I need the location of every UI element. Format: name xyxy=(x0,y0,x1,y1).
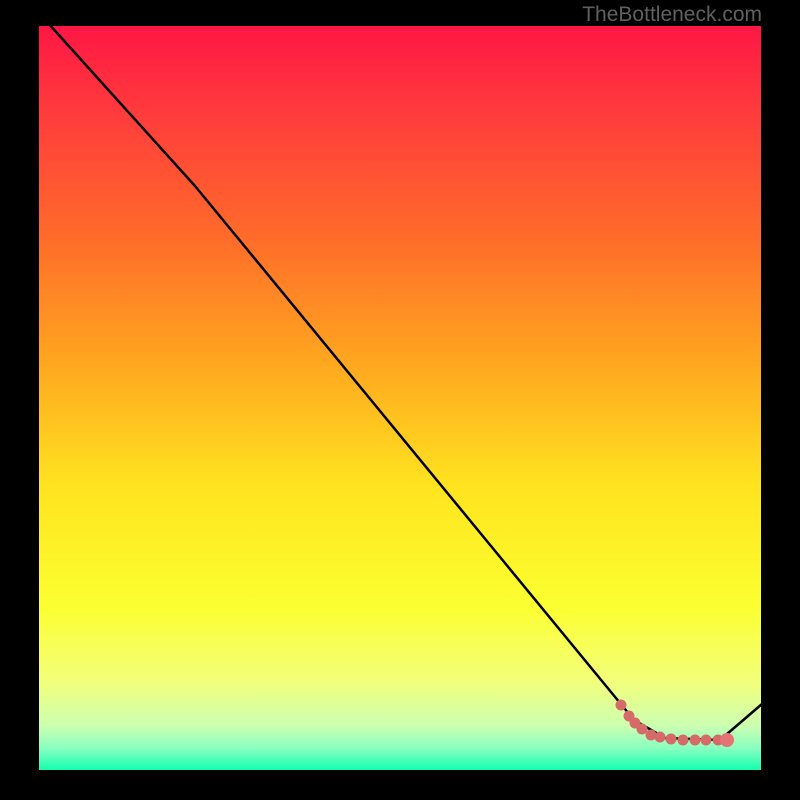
data-marker xyxy=(701,735,712,746)
chart-svg xyxy=(39,26,761,770)
data-marker xyxy=(678,735,689,746)
data-marker xyxy=(666,734,677,745)
chart-container: TheBottleneck.com xyxy=(0,0,800,800)
main-curve xyxy=(39,13,762,740)
data-marker xyxy=(637,724,648,735)
plot-area xyxy=(39,26,761,770)
watermark-text: TheBottleneck.com xyxy=(582,3,762,27)
data-marker xyxy=(655,732,666,743)
data-marker xyxy=(616,700,627,711)
endpoint-marker xyxy=(720,733,734,747)
data-marker xyxy=(690,735,701,746)
